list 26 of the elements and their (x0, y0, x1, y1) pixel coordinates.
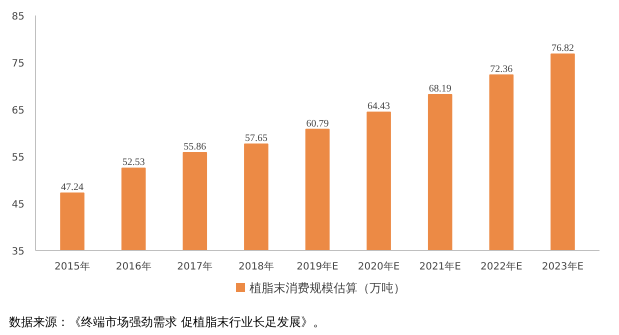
y-tick-label: 75 (12, 58, 25, 70)
data-label: 76.82 (551, 42, 574, 54)
x-tick-label: 2018年 (238, 260, 274, 272)
y-tick-label: 85 (12, 12, 25, 22)
data-label: 68.19 (428, 84, 452, 95)
y-tick-label: 35 (12, 246, 25, 258)
y-tick-label: 55 (12, 152, 25, 164)
y-tick-label: 45 (12, 200, 25, 210)
x-tick-label: 2016年 (116, 260, 152, 272)
data-label: 60.79 (306, 118, 329, 130)
data-label: 52.53 (122, 157, 145, 168)
x-tick-label: 2017年 (177, 260, 213, 272)
y-tick-label: 65 (12, 106, 25, 116)
data-label: 55.86 (184, 141, 206, 152)
data-label: 72.36 (490, 64, 513, 75)
source-note: 数据来源：《终端市场强劲需求 促植脂末行业长足发展》。 (9, 314, 325, 331)
x-tick-label: 2022年E (480, 260, 522, 272)
legend-label: 植脂末消费规模估算（万吨） (250, 281, 406, 295)
data-label: 64.43 (368, 101, 390, 112)
x-tick-label: 2021年E (419, 260, 462, 272)
x-tick-label: 2015年 (54, 260, 90, 272)
x-tick-label: 2023年E (542, 260, 584, 272)
x-tick-label: 2019年E (296, 260, 338, 272)
data-label: 57.65 (244, 133, 268, 144)
data-label: 47.24 (61, 182, 84, 193)
x-tick-label: 2020年E (358, 260, 400, 272)
